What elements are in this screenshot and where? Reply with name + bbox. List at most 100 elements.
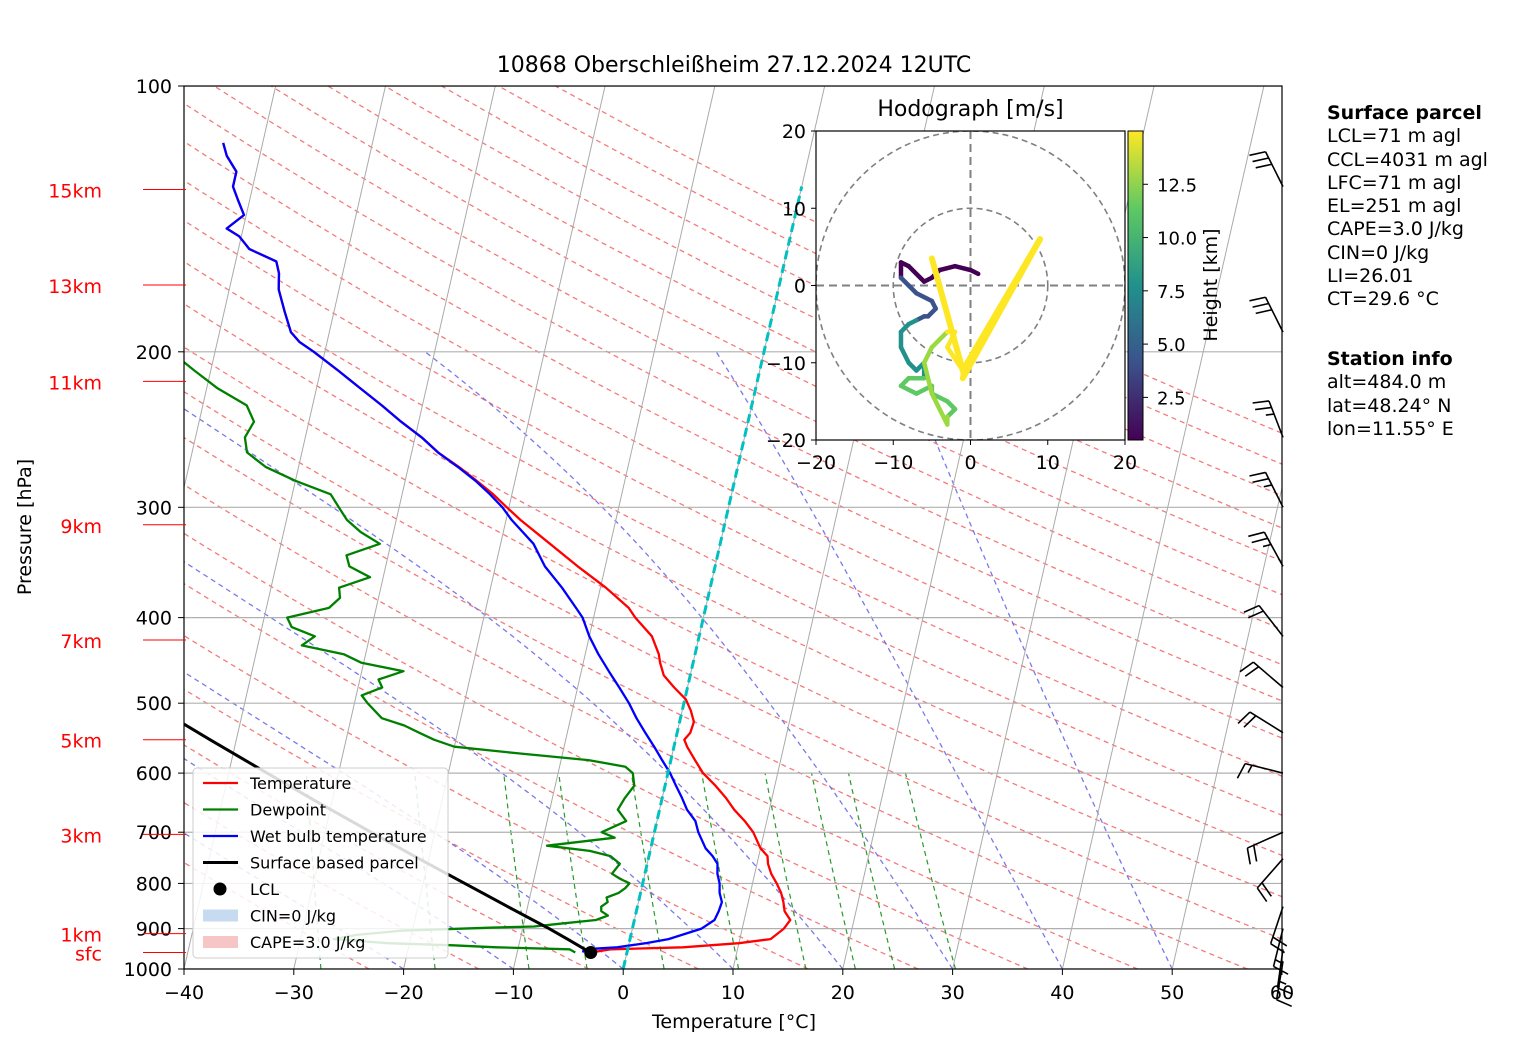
legend-swatch [213, 882, 227, 896]
mixing-ratio-line [701, 772, 740, 969]
series-freezing-level [621, 186, 804, 969]
wind-barb [1252, 400, 1284, 438]
hodograph-trace [929, 391, 942, 412]
li-value: LI=26.01 [1327, 265, 1414, 288]
barb-flag [1249, 150, 1266, 157]
hodograph-trace [937, 263, 958, 273]
barb-flag [1252, 845, 1258, 862]
barb-flag [1249, 296, 1266, 302]
height-label: 11km [48, 372, 102, 394]
barb-flag [1256, 887, 1268, 903]
barb-flag [1239, 661, 1254, 673]
cape-value: CAPE=3.0 J/kg [1327, 218, 1464, 241]
dry-adiabat [184, 102, 1282, 666]
legend-swatch [203, 936, 238, 948]
wind-barb [1237, 711, 1284, 734]
hodograph-trace [921, 345, 935, 365]
legend-label: Temperature [249, 774, 351, 793]
legend-label: CIN=0 J/kg [250, 907, 336, 926]
mixing-ratio-line [630, 773, 665, 969]
barb-staff [1258, 605, 1284, 637]
hodo-y-tick-label: 0 [794, 276, 806, 298]
mixing-ratio-line [558, 773, 588, 969]
moist-adiabat [184, 671, 624, 969]
isotherm [512, 86, 716, 969]
hodo-y-tick-label: 10 [782, 198, 806, 220]
colorbar-tick-label: 12.5 [1157, 175, 1197, 196]
colorbar [1127, 130, 1144, 441]
height-label: 1km [60, 925, 102, 947]
hodograph-trace [898, 345, 911, 365]
hodograph-inset: −20−20 −10 −10 0 0 10 10 20 20 Hodograph [m/s] 2.5… [766, 97, 1222, 474]
isotherm [1171, 485, 1282, 969]
hodo-x-tick-label: 20 [1113, 452, 1137, 474]
x-tick-label: −20 [384, 982, 424, 1004]
hodo-y-tick-label: −10 [766, 353, 806, 375]
barb-staff [1252, 661, 1284, 689]
y-tick-label: 1000 [124, 959, 172, 981]
x-axis-label: Temperature [°C] [651, 1011, 816, 1033]
legend: Temperature Dewpoint Wet bulb temperature S… [192, 767, 449, 959]
height-label: 3km [60, 825, 102, 847]
height-label: 15km [48, 181, 102, 203]
y-tick-label: 900 [136, 919, 172, 941]
profile-layer [184, 142, 804, 969]
hodograph-title: Hodograph [m/s] [877, 97, 1063, 122]
y-axis-label: Pressure [hPa] [14, 459, 36, 595]
barb-flag [1243, 715, 1257, 728]
legend-box [192, 767, 449, 959]
legend-swatch [203, 909, 238, 922]
colorbar-tick-label: 2.5 [1157, 388, 1186, 409]
x-tick-label: 60 [1270, 982, 1294, 1004]
legend-label: Surface based parcel [250, 854, 419, 873]
hodograph-trace [959, 236, 1044, 374]
barb-staff [1249, 711, 1284, 734]
wind-barb [1248, 531, 1284, 567]
x-tick-label: 0 [617, 982, 629, 1004]
barb-flag [1255, 163, 1272, 169]
wind-barb [1246, 831, 1284, 865]
chart-title: 10868 Oberschleißheim 27.12.2024 12UTC [497, 53, 972, 78]
mixing-ratio-line [847, 772, 896, 969]
latitude-value: lat=48.24° N [1327, 394, 1452, 417]
series-dewpoint [184, 360, 636, 954]
legend-label: CAPE=3.0 J/kg [250, 933, 365, 952]
x-tick-label: −30 [274, 982, 314, 1004]
barb-flag [1277, 987, 1294, 995]
barb-half-flag [1247, 764, 1253, 773]
x-tick-label: −40 [164, 982, 204, 1004]
dry-adiabat [184, 634, 809, 969]
wind-barb [1249, 471, 1284, 508]
y-tick-label: 800 [136, 873, 172, 895]
dry-adiabat [184, 219, 1282, 777]
lcl-marker [584, 946, 598, 960]
wind-barb [1256, 858, 1284, 903]
barb-flag [1255, 308, 1272, 315]
barb-staff [1275, 961, 1284, 1000]
hodograph-trace [898, 383, 919, 396]
dry-adiabat [441, 86, 1282, 497]
hodograph-trace [914, 290, 935, 304]
x-tick-label: 50 [1160, 982, 1184, 1004]
barb-flag [1247, 610, 1264, 619]
dry-adiabat [184, 483, 1138, 969]
x-tick-label: −10 [493, 982, 533, 1004]
barb-flag [1243, 604, 1260, 613]
wind-barb [1275, 961, 1293, 1008]
barb-half-flag [1265, 413, 1275, 416]
height-label: 9km [60, 516, 102, 538]
surface-parcel-panel: Surface parcel LCL=71 m agl CCL=4031 m a… [1327, 102, 1488, 312]
height-label: 5km [60, 731, 102, 753]
lcl-value: LCL=71 m agl [1327, 125, 1462, 148]
wind-barbs [1236, 150, 1294, 1008]
dry-adiabat [184, 436, 1248, 969]
dry-adiabat [184, 744, 589, 969]
longitude-value: lon=11.55° E [1327, 417, 1454, 440]
wind-barb [1239, 661, 1284, 689]
legend-label: Dewpoint [250, 801, 326, 820]
y-tick-label: 600 [136, 763, 172, 785]
x-tick-label: 20 [831, 982, 855, 1004]
hodograph-trace [921, 360, 935, 396]
isotherm [184, 86, 277, 491]
moist-adiabat [424, 351, 954, 969]
